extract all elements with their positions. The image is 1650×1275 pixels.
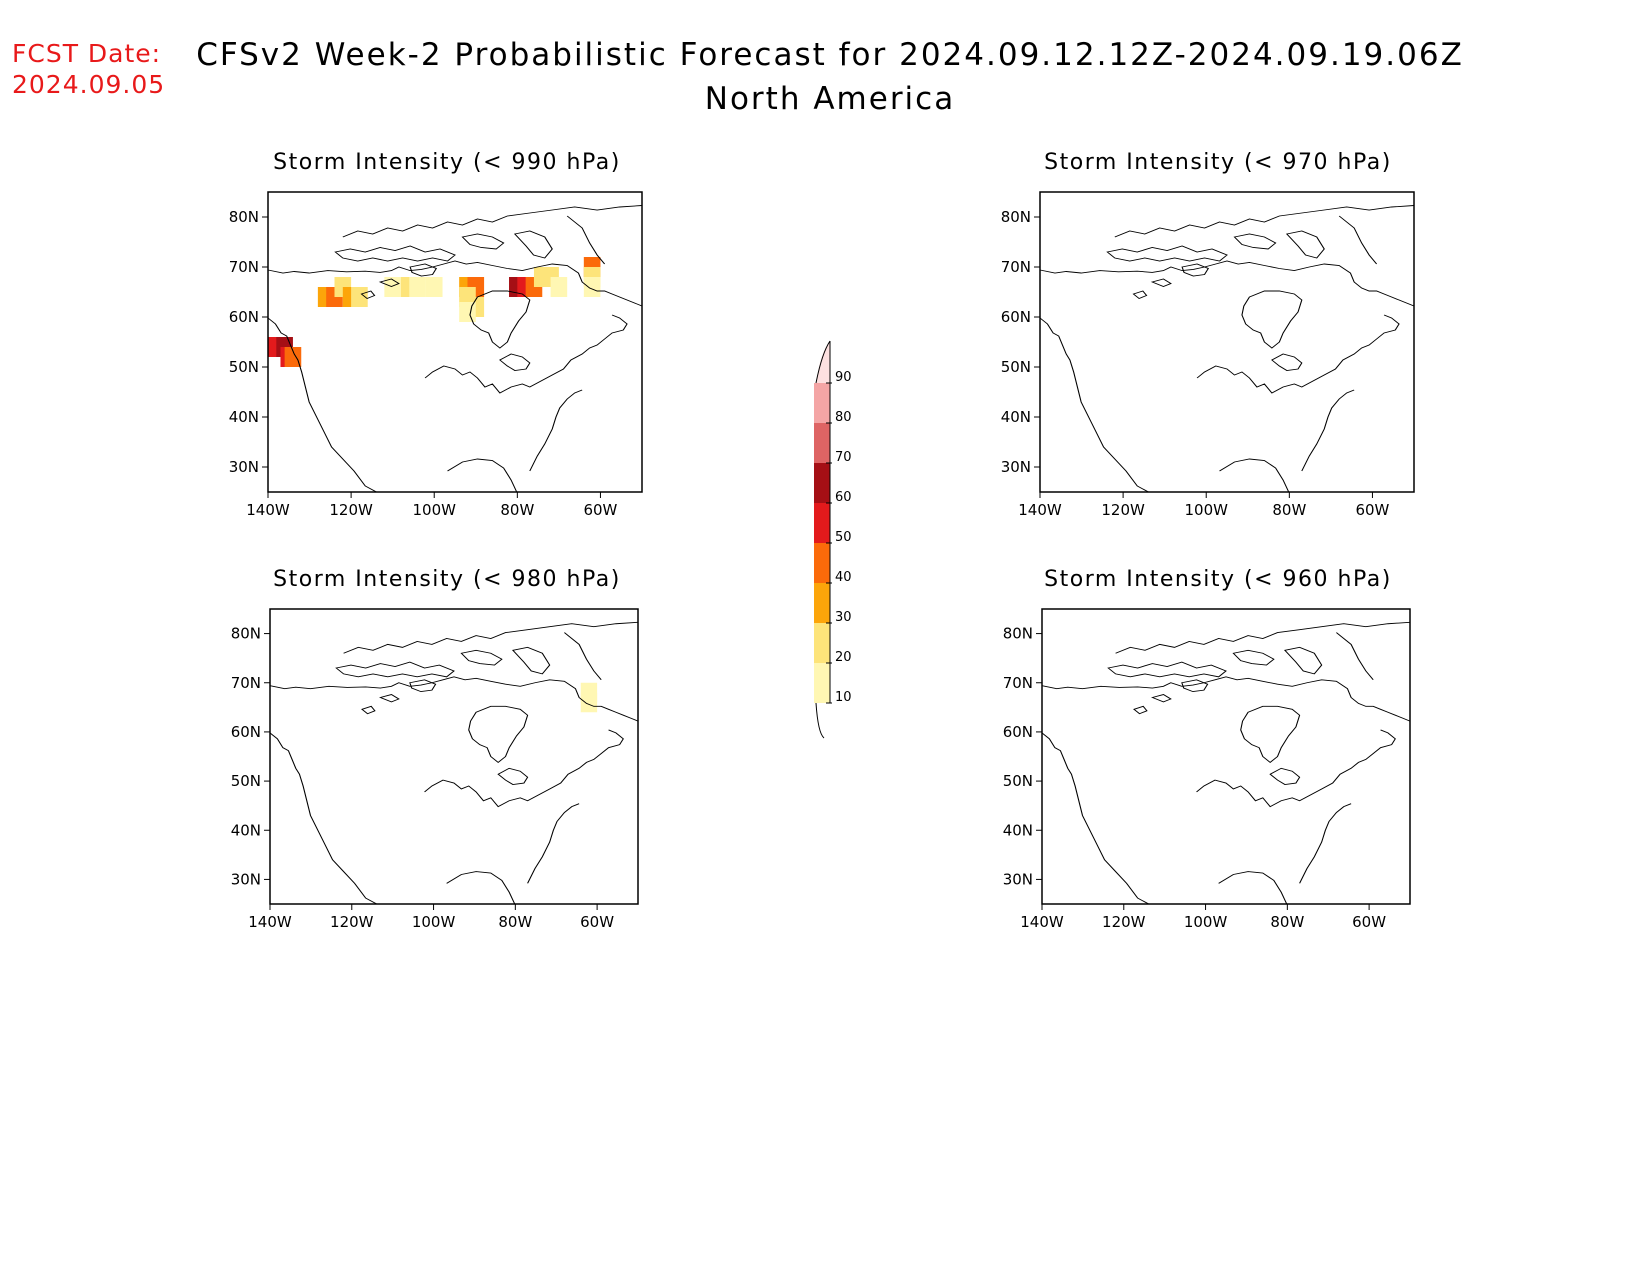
lat-tick-label: 80N [231, 625, 261, 643]
lon-tick-label: 100W [1184, 913, 1228, 931]
lon-tick-label: 140W [1018, 501, 1062, 519]
lat-tick-label: 50N [229, 358, 259, 376]
lat-tick-label: 50N [231, 772, 261, 790]
map-panel-990: 140W 120W 100W 80W 60W 80N 70N 60N 50N 40N 30N [229, 191, 643, 519]
lon-tick-label: 140W [246, 501, 290, 519]
prob-cell [550, 277, 568, 297]
lon-tick-label: 120W [329, 501, 373, 519]
colorbar-label: 90 [835, 370, 852, 385]
prob-cell [409, 277, 426, 297]
map-frame [1039, 191, 1415, 493]
lon-tick-label: 100W [1184, 501, 1228, 519]
coastline [1039, 204, 1415, 493]
lat-tick-label: 70N [1001, 258, 1031, 276]
lat-tick-label: 60N [1003, 723, 1033, 741]
panel-title-960: Storm Intensity (< 960 hPa) [1044, 567, 1392, 592]
colorbar-swatch [814, 583, 830, 623]
lat-tick-label: 30N [1003, 870, 1033, 888]
lon-tick-label: 80W [1270, 913, 1304, 931]
colorbar-swatch [814, 463, 830, 503]
title-line2: North America [704, 81, 956, 117]
coastline [267, 204, 643, 493]
fcst-date: 2024.09.05 [12, 70, 166, 99]
lat-tick-label: 70N [229, 258, 259, 276]
lon-tick-label: 80W [1272, 501, 1306, 519]
lat-tick-label: 70N [231, 674, 261, 692]
lat-tick-label: 30N [229, 458, 259, 476]
colorbar-swatch [814, 383, 830, 423]
lon-tick-label: 100W [412, 501, 456, 519]
lat-tick-label: 40N [229, 408, 259, 426]
lon-tick-label: 140W [248, 913, 292, 931]
prob-cell [580, 692, 598, 713]
map-panel-970: 140W 120W 100W 80W 60W 80N 70N 60N 50N 40N 30N [1001, 191, 1415, 519]
prob-cell [351, 287, 368, 307]
lat-tick-label: 60N [231, 723, 261, 741]
lon-tick-label: 100W [412, 913, 456, 931]
coastline [269, 621, 639, 905]
colorbar-swatch [814, 623, 830, 663]
lon-tick-label: 80W [500, 501, 534, 519]
map-panel-980: 140W 120W 100W 80W 60W 80N 70N 60N 50N 40N 30N [231, 608, 639, 931]
map-frame [1041, 608, 1411, 905]
panel-title-970: Storm Intensity (< 970 hPa) [1044, 150, 1392, 175]
lat-tick-label: 70N [1003, 674, 1033, 692]
title-line1: CFSv2 Week-2 Probabilistic Forecast for … [196, 37, 1464, 73]
lat-tick-label: 40N [231, 821, 261, 839]
lat-tick-label: 30N [231, 870, 261, 888]
prob-cell [583, 277, 601, 297]
lat-tick-label: 60N [229, 308, 259, 326]
colorbar-label: 80 [835, 410, 852, 425]
colorbar-swatch [814, 663, 830, 703]
prob-cell [425, 277, 443, 297]
colorbar-label: 60 [835, 490, 852, 505]
lat-tick-label: 50N [1003, 772, 1033, 790]
lat-tick-label: 60N [1001, 308, 1031, 326]
page-title: CFSv2 Week-2 Probabilistic Forecast for … [150, 33, 1510, 121]
lon-tick-label: 120W [1102, 913, 1146, 931]
lat-tick-label: 40N [1003, 821, 1033, 839]
panel-title-980: Storm Intensity (< 980 hPa) [273, 567, 621, 592]
colorbar-swatch [814, 503, 830, 543]
lon-tick-label: 120W [330, 913, 374, 931]
coastline [1041, 621, 1411, 905]
panel-title-990: Storm Intensity (< 990 hPa) [273, 150, 621, 175]
lat-tick-label: 30N [1001, 458, 1031, 476]
colorbar-label: 50 [835, 530, 852, 545]
lon-tick-label: 80W [498, 913, 532, 931]
lat-tick-label: 80N [1003, 625, 1033, 643]
colorbar-swatch [814, 341, 830, 383]
colorbar-label: 20 [835, 650, 852, 665]
lat-tick-label: 80N [1001, 208, 1031, 226]
lat-tick-label: 80N [229, 208, 259, 226]
colorbar-label: 10 [835, 690, 852, 705]
lat-tick-label: 40N [1001, 408, 1031, 426]
fcst-label: FCST Date: [12, 39, 162, 68]
lat-tick-label: 50N [1001, 358, 1031, 376]
colorbar-swatch [814, 543, 830, 583]
fcst-date-label: FCST Date: 2024.09.05 [12, 38, 165, 100]
map-panel-960: 140W 120W 100W 80W 60W 80N 70N 60N 50N 40N 30N [1003, 608, 1411, 931]
map-frame [269, 608, 639, 905]
prob-cell [284, 347, 302, 367]
prob-cell [459, 302, 476, 322]
lon-tick-label: 60W [583, 501, 617, 519]
colorbar: 10 20 30 40 50 60 70 80 90 [814, 340, 852, 739]
lon-tick-label: 60W [580, 913, 614, 931]
map-frame [267, 191, 643, 493]
lon-tick-label: 60W [1352, 913, 1386, 931]
lon-tick-label: 140W [1020, 913, 1064, 931]
lon-tick-label: 120W [1101, 501, 1145, 519]
lon-tick-label: 60W [1355, 501, 1389, 519]
colorbar-label: 40 [835, 570, 852, 585]
colorbar-label: 70 [835, 450, 852, 465]
colorbar-swatch [814, 423, 830, 463]
colorbar-label: 30 [835, 610, 852, 625]
